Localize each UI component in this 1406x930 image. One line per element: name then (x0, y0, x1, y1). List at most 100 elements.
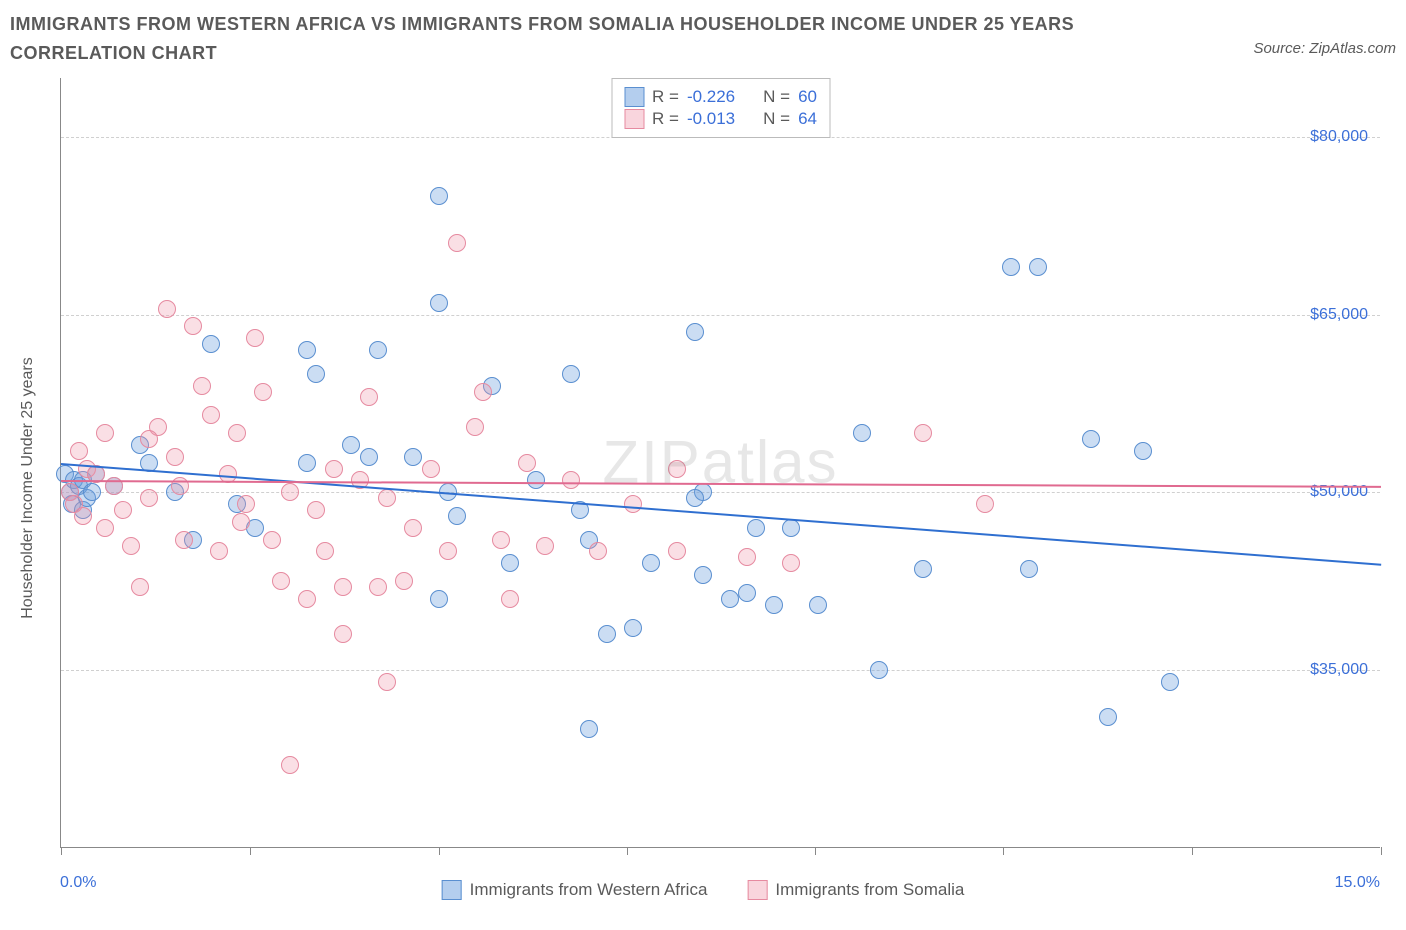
data-point (202, 335, 220, 353)
gridline (61, 670, 1380, 671)
data-point (1099, 708, 1117, 726)
legend-item-2: Immigrants from Somalia (747, 880, 964, 900)
data-point (232, 513, 250, 531)
data-point (853, 424, 871, 442)
data-point (272, 572, 290, 590)
data-point (298, 590, 316, 608)
x-tick (627, 847, 628, 855)
legend-stats-row-2: R = -0.013 N = 64 (624, 109, 817, 129)
data-point (782, 554, 800, 572)
watermark-text: ZIPatlas (602, 428, 838, 497)
data-point (1029, 258, 1047, 276)
legend-label-2: Immigrants from Somalia (775, 880, 964, 900)
data-point (158, 300, 176, 318)
data-point (738, 548, 756, 566)
x-axis-min-label: 0.0% (60, 874, 96, 892)
n-value-1: 60 (798, 87, 817, 107)
data-point (140, 489, 158, 507)
data-point (74, 507, 92, 525)
data-point (747, 519, 765, 537)
data-point (536, 537, 554, 555)
data-point (589, 542, 607, 560)
data-point (782, 519, 800, 537)
data-point (378, 489, 396, 507)
data-point (360, 388, 378, 406)
data-point (404, 519, 422, 537)
data-point (1134, 442, 1152, 460)
data-point (439, 542, 457, 560)
data-point (668, 542, 686, 560)
data-point (334, 578, 352, 596)
x-tick (815, 847, 816, 855)
data-point (237, 495, 255, 513)
data-point (193, 377, 211, 395)
data-point (448, 507, 466, 525)
chart-container: IMMIGRANTS FROM WESTERN AFRICA VS IMMIGR… (10, 10, 1396, 920)
gridline (61, 492, 1380, 493)
data-point (914, 560, 932, 578)
data-point (1082, 430, 1100, 448)
data-point (738, 584, 756, 602)
data-point (228, 424, 246, 442)
n-label: N = (763, 87, 790, 107)
n-value-2: 64 (798, 109, 817, 129)
data-point (765, 596, 783, 614)
data-point (668, 460, 686, 478)
x-tick (250, 847, 251, 855)
data-point (281, 756, 299, 774)
data-point (686, 489, 704, 507)
data-point (70, 442, 88, 460)
data-point (624, 495, 642, 513)
data-point (166, 448, 184, 466)
trend-line (61, 480, 1381, 488)
data-point (307, 365, 325, 383)
legend-item-1: Immigrants from Western Africa (442, 880, 708, 900)
x-axis-max-label: 15.0% (1335, 874, 1380, 892)
data-point (430, 590, 448, 608)
data-point (430, 187, 448, 205)
x-tick (439, 847, 440, 855)
legend-stats-row-1: R = -0.226 N = 60 (624, 87, 817, 107)
r-label: R = (652, 87, 679, 107)
x-tick (1192, 847, 1193, 855)
data-point (281, 483, 299, 501)
data-point (140, 430, 158, 448)
data-point (809, 596, 827, 614)
data-point (298, 454, 316, 472)
data-point (976, 495, 994, 513)
data-point (325, 460, 343, 478)
data-point (527, 471, 545, 489)
y-tick-label: $65,000 (1310, 306, 1368, 324)
chart-area: Householder Income Under 25 years ZIPatl… (10, 78, 1396, 898)
data-point (466, 418, 484, 436)
header-row: IMMIGRANTS FROM WESTERN AFRICA VS IMMIGR… (10, 10, 1396, 68)
data-point (642, 554, 660, 572)
r-value-1: -0.226 (687, 87, 735, 107)
data-point (96, 519, 114, 537)
data-point (246, 329, 264, 347)
data-point (870, 661, 888, 679)
data-point (184, 317, 202, 335)
swatch-icon (624, 109, 644, 129)
data-point (96, 424, 114, 442)
data-point (624, 619, 642, 637)
data-point (122, 537, 140, 555)
chart-title: IMMIGRANTS FROM WESTERN AFRICA VS IMMIGR… (10, 10, 1110, 68)
data-point (342, 436, 360, 454)
data-point (474, 383, 492, 401)
data-point (404, 448, 422, 466)
data-point (210, 542, 228, 560)
data-point (1161, 673, 1179, 691)
y-tick-label: $80,000 (1310, 128, 1368, 146)
data-point (686, 323, 704, 341)
data-point (518, 454, 536, 472)
data-point (298, 341, 316, 359)
data-point (580, 720, 598, 738)
data-point (422, 460, 440, 478)
data-point (1002, 258, 1020, 276)
swatch-icon (442, 880, 462, 900)
data-point (448, 234, 466, 252)
x-tick (1381, 847, 1382, 855)
data-point (562, 365, 580, 383)
data-point (430, 294, 448, 312)
